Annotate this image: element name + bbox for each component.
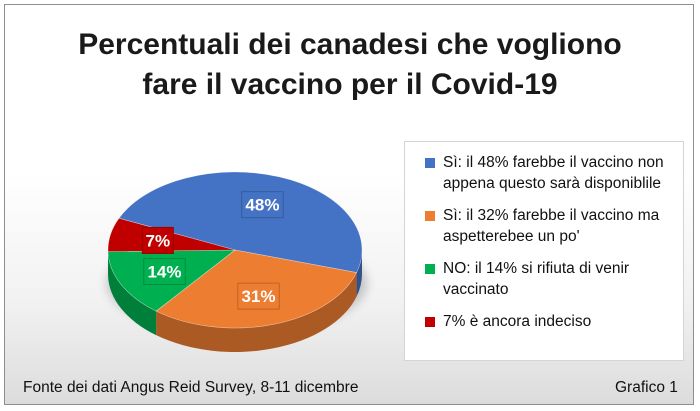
figure-label: Grafico 1 (615, 379, 678, 396)
legend-entry-3: NO: il 14% si rifiuta di venir vaccinato (425, 258, 671, 300)
chart-title-line-2: fare il vaccino per il Covid-19 (142, 68, 558, 101)
legend-label-1: Sì: il 48% farebbe il vaccino non appena… (443, 154, 664, 192)
data-label-1: 48% (245, 196, 279, 215)
chart-title: Percentuali dei canadesi che vogliono fa… (5, 25, 695, 105)
pie-side-3 (108, 251, 157, 336)
pie-side-2 (156, 272, 357, 353)
source-note: Fonte dei dati Angus Reid Survey, 8-11 d… (23, 379, 359, 396)
pie-chart: 48% 31% 14% 7% (107, 171, 367, 353)
data-label-2: 31% (242, 287, 276, 306)
chart-legend: Sì: il 48% farebbe il vaccino non appena… (404, 141, 684, 361)
legend-swatch-4 (425, 317, 435, 327)
data-label-4: 7% (146, 231, 171, 250)
pie-slice-1 (118, 171, 363, 273)
chart-frame: Percentuali dei canadesi che vogliono fa… (4, 4, 694, 405)
legend-swatch-3 (425, 264, 435, 274)
legend-label-2: Sì: il 32% farebbe il vaccino ma aspette… (443, 207, 660, 245)
chart-title-line-1: Percentuali dei canadesi che vogliono (78, 28, 622, 61)
legend-label-4: 7% è ancora indeciso (443, 313, 592, 330)
legend-entry-4: 7% è ancora indeciso (425, 311, 671, 332)
legend-swatch-1 (425, 158, 435, 168)
legend-label-3: NO: il 14% si rifiuta di venir vaccinato (443, 260, 630, 298)
data-label-box-2 (237, 282, 280, 310)
legend-entry-2: Sì: il 32% farebbe il vaccino ma aspette… (425, 205, 671, 247)
data-label-box-3 (143, 258, 186, 286)
legend-entry-1: Sì: il 48% farebbe il vaccino non appena… (425, 152, 671, 194)
data-label-3: 14% (147, 263, 181, 282)
data-label-box-1 (241, 191, 284, 219)
legend-swatch-2 (425, 211, 435, 221)
data-label-box-4 (141, 226, 174, 254)
